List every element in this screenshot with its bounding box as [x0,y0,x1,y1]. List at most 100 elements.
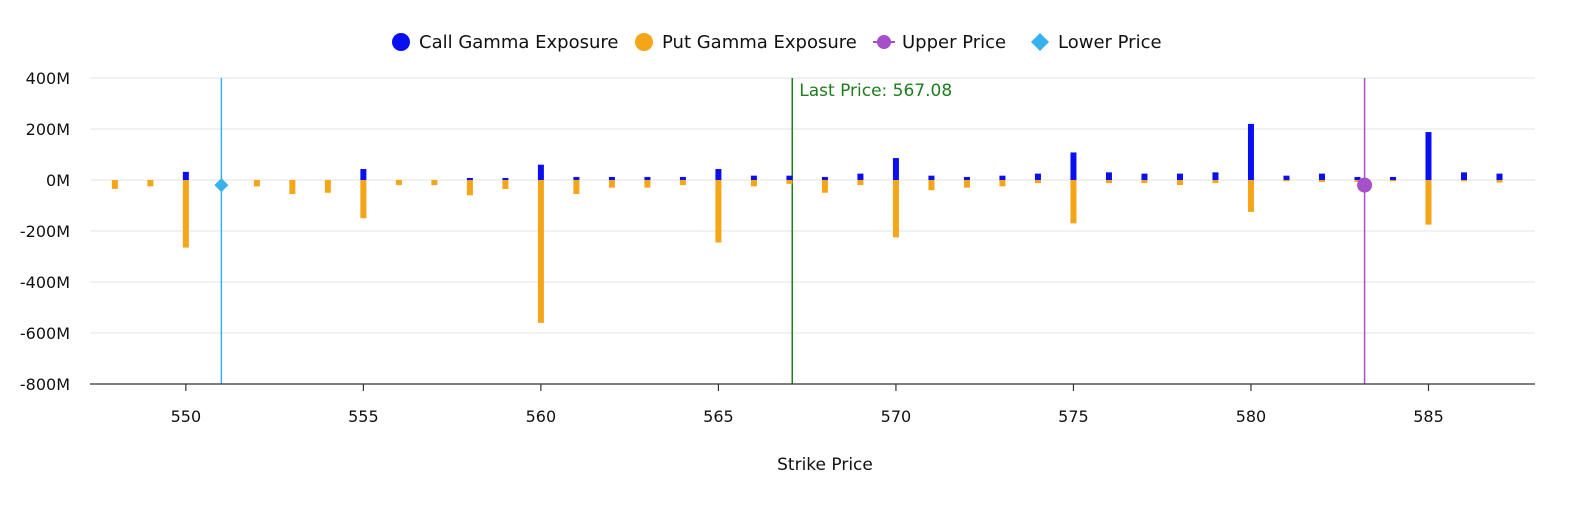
x-tick-label: 550 [171,407,202,426]
legend-upper-price-label: Upper Price [902,32,1006,53]
call-gamma-bar [1425,132,1432,180]
call-gamma-bar [360,169,367,180]
put-gamma-bar [502,180,509,189]
legend-upper-price-icon [877,35,891,49]
call-gamma-bar [786,175,793,180]
put-gamma-bar [253,180,260,187]
call-gamma-bar [1141,173,1148,180]
put-gamma-bar [679,180,686,186]
legend-put-gamma-exposure-label: Put Gamma Exposure [662,32,857,53]
call-gamma-bar [182,171,189,180]
call-gamma-bar [502,177,509,180]
upper-price-marker [1357,177,1373,193]
y-tick-label: -600M [20,324,70,343]
put-gamma-bar [537,180,544,323]
call-gamma-bar [679,176,686,180]
put-gamma-bar [999,180,1006,187]
x-tick-label: 555 [348,407,379,426]
put-gamma-bar [289,180,296,195]
put-gamma-bar [715,180,722,243]
call-gamma-bar [573,176,580,180]
put-gamma-bar [111,180,118,189]
put-gamma-bar [1212,180,1219,184]
call-gamma-bar [1034,173,1041,180]
put-gamma-bar [857,180,864,186]
lower-price-marker [214,178,229,193]
y-tick-label: 0M [46,171,70,190]
call-gamma-bar [1389,176,1396,180]
y-tick-label: 200M [26,120,70,139]
marker-layer [214,177,1373,193]
y-tick-label: -800M [20,375,70,394]
put-gamma-bar [147,180,154,187]
call-gamma-bar [466,177,473,180]
call-gamma-bar [1496,173,1503,180]
put-gamma-bar [431,180,438,186]
put-gamma-bar [750,180,757,187]
put-gamma-bar [1141,180,1148,184]
call-gamma-bar [1283,175,1290,180]
put-gamma-bar [963,180,970,188]
put-gamma-bar [786,180,793,184]
put-gamma-bar [821,180,828,193]
call-gamma-bar [1318,173,1325,180]
put-gamma-bar [892,180,899,238]
legend-call-gamma-exposure-label: Call Gamma Exposure [419,32,618,53]
call-gamma-bar [821,176,828,180]
legend-lower-price-label: Lower Price [1058,32,1162,53]
x-tick-label: 560 [526,407,557,426]
put-gamma-bar [608,180,615,188]
put-gamma-bar [1425,180,1432,225]
call-gamma-bar [715,169,722,180]
put-gamma-bar [1318,180,1325,183]
put-gamma-bar [324,180,331,193]
reference-line-layer: Last Price: 567.08 [220,78,1366,384]
put-gamma-bar [1034,180,1041,184]
call-gamma-bar [1460,172,1467,180]
put-gamma-bar [928,180,935,191]
x-tick-label: 585 [1413,407,1444,426]
put-gamma-bar [1176,180,1183,186]
put-gamma-bar [1496,180,1503,183]
call-gamma-bar [1247,123,1254,180]
call-gamma-bar [608,176,615,180]
legend: Call Gamma Exposure Put Gamma Exposure Upp… [392,32,1162,53]
call-gamma-bar [1176,173,1183,180]
last-price-label: Last Price: 567.08 [799,81,952,101]
call-gamma-bar [999,175,1006,180]
call-gamma-bar [928,175,935,180]
put-gamma-bar [360,180,367,219]
call-gamma-bar [857,173,864,180]
y-tick-label: -400M [20,273,70,292]
legend-put-gamma-exposure-icon [635,33,653,51]
call-gamma-bar [537,164,544,180]
put-gamma-bar [1460,180,1467,182]
put-gamma-bar [1354,180,1361,183]
put-gamma-bar [466,180,473,196]
call-gamma-bar [892,158,899,180]
axis-layer: 400M 200M 0M -200M -400M -600M -800M 550 555 560 5… [20,69,1535,426]
put-gamma-bar [1389,180,1396,182]
put-gamma-bar [1105,180,1112,184]
call-gamma-bar [644,176,651,180]
legend-call-gamma-exposure-icon [392,33,410,51]
bar-layer [111,123,1503,323]
legend-lower-price-icon [1031,33,1049,51]
call-gamma-bar [1212,172,1219,180]
call-gamma-bar [1354,176,1361,180]
y-tick-label: 400M [26,69,70,88]
x-tick-label: 580 [1236,407,1267,426]
grid-layer [90,77,1535,334]
x-tick-label: 570 [881,407,912,426]
call-gamma-bar [1070,152,1077,180]
put-gamma-bar [1283,180,1290,182]
put-gamma-bar [395,180,402,186]
y-tick-label: -200M [20,222,70,241]
put-gamma-bar [644,180,651,188]
call-gamma-bar [963,176,970,180]
call-gamma-bar [1105,172,1112,180]
x-tick-label: 565 [703,407,734,426]
x-axis-title: Strike Price [777,455,873,475]
